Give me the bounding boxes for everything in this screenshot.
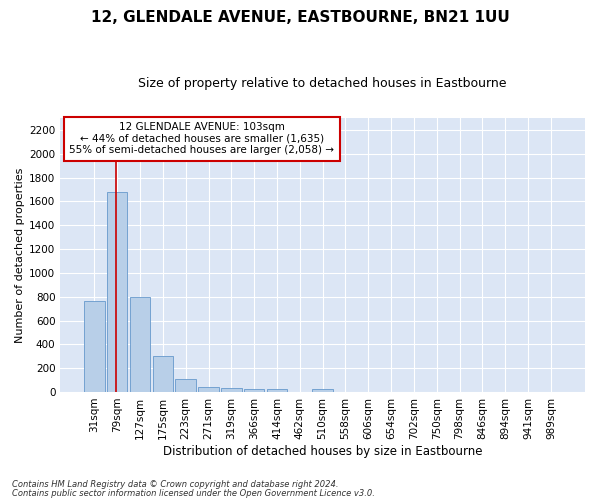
Bar — [152, 356, 173, 392]
Bar — [267, 390, 287, 392]
Bar — [130, 296, 151, 392]
Bar — [107, 192, 127, 392]
Text: 12, GLENDALE AVENUE, EASTBOURNE, BN21 1UU: 12, GLENDALE AVENUE, EASTBOURNE, BN21 1U… — [91, 10, 509, 25]
Bar — [221, 388, 242, 392]
Title: Size of property relative to detached houses in Eastbourne: Size of property relative to detached ho… — [139, 78, 507, 90]
Text: 12 GLENDALE AVENUE: 103sqm
← 44% of detached houses are smaller (1,635)
55% of s: 12 GLENDALE AVENUE: 103sqm ← 44% of deta… — [70, 122, 334, 156]
Bar — [313, 390, 333, 392]
X-axis label: Distribution of detached houses by size in Eastbourne: Distribution of detached houses by size … — [163, 444, 482, 458]
Bar — [175, 379, 196, 392]
Bar — [198, 386, 219, 392]
Text: Contains HM Land Registry data © Crown copyright and database right 2024.: Contains HM Land Registry data © Crown c… — [12, 480, 338, 489]
Y-axis label: Number of detached properties: Number of detached properties — [15, 168, 25, 342]
Bar — [244, 388, 265, 392]
Bar — [84, 302, 104, 392]
Text: Contains public sector information licensed under the Open Government Licence v3: Contains public sector information licen… — [12, 490, 375, 498]
